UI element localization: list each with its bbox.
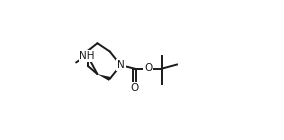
Text: NH: NH [79, 51, 95, 61]
Polygon shape [97, 74, 110, 81]
Text: N: N [117, 60, 125, 70]
Text: O: O [130, 83, 139, 93]
Text: O: O [144, 63, 152, 73]
